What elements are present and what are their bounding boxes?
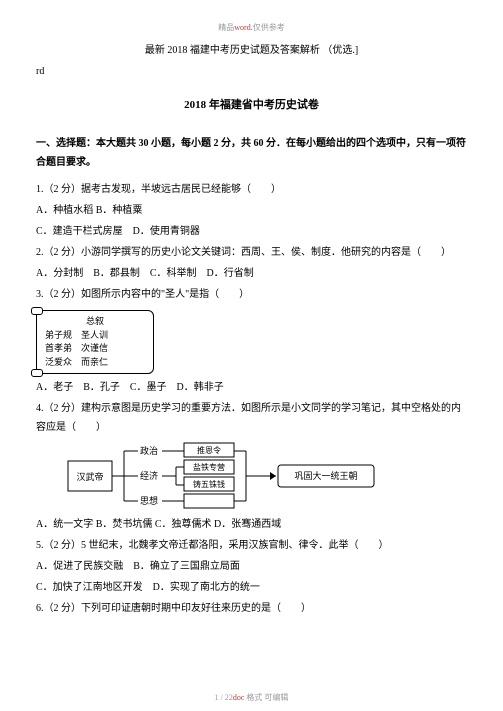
scroll-line-3: 首孝弟 次谨信 <box>45 342 145 356</box>
section-heading: 一、选择题：本大题共 30 小题，每小题 2 分，共 60 分．在每小题给出的四… <box>36 134 467 172</box>
flow-mid-mid: 经济 <box>140 470 158 481</box>
scroll-line-1: 总叙 <box>45 315 145 329</box>
q4-choices: A．统一文字 B．焚书坑儒 C．独尊儒术 D．张骞通西域 <box>36 515 467 534</box>
footer-page-number: 1 / 22 <box>215 693 233 702</box>
footer-suffix: 格式 可编辑 <box>244 693 288 702</box>
flow-big-right: 巩固大一统王朝 <box>294 470 357 481</box>
q6-stem: 6.（2 分）下列可印证唐朝时期中印友好往来历史的是（ ） <box>36 599 467 618</box>
page-footer: 1 / 22doc 格式 可编辑 <box>0 690 503 705</box>
flow-mid-top: 政治 <box>140 445 158 456</box>
scroll-handle-icon <box>31 307 43 315</box>
watermark-suffix: 仅供参考 <box>253 23 285 32</box>
q3-stem: 3.（2 分）如图所示内容中的"圣人"是指（ ） <box>36 285 467 304</box>
rd-text: rd <box>36 62 467 81</box>
watermark-top: 精品word.仅供参考 <box>36 20 467 35</box>
main-title: 2018 年福建省中考历史试卷 <box>36 95 467 116</box>
doc-title-line: 最新 2018 福建中考历史试题及答案解析 （优选.] <box>36 41 467 60</box>
scroll-line-4: 泛爱众 而亲仁 <box>45 356 145 370</box>
q1-stem: 1.（2 分）据考古发现，半坡远古居民已经能够（ ） <box>36 180 467 199</box>
q5-choices-b: C．加快了江南地区开发 D．实现了南北方的统一 <box>36 578 467 597</box>
q4-flow-figure: 汉武帝 政治 经济 思想 推恩令 盐铁专营 铸五铢钱 <box>66 441 467 511</box>
watermark-prefix: 精品 <box>218 23 234 32</box>
flow-right-2: 盐铁专营 <box>193 462 225 472</box>
q5-stem: 5.（2 分）5 世纪末，北魏孝文帝迁都洛阳，采用汉族官制、律令．此举（ ） <box>36 536 467 555</box>
flow-right-3: 铸五铢钱 <box>193 479 225 489</box>
q4-stem: 4.（2 分）建构示意图是历史学习的重要方法．如图所示是小文同学的学习笔记，其中… <box>36 399 467 437</box>
page-root: 精品word.仅供参考 最新 2018 福建中考历史试题及答案解析 （优选.] … <box>0 0 503 711</box>
scroll-body: 总叙 弟子规 圣人训 首孝弟 次谨信 泛爱众 而亲仁 <box>36 310 154 374</box>
flow-right-1: 推恩令 <box>197 445 221 455</box>
q1-choices-a: A．种植水稻 B．种植粟 <box>36 201 467 220</box>
q5-choices-a: A．促进了民族交融 B．确立了三国鼎立局面 <box>36 557 467 576</box>
footer-doc-red: doc <box>233 693 245 702</box>
scroll-line-2: 弟子规 圣人训 <box>45 329 145 343</box>
watermark-brand: word. <box>234 23 252 32</box>
q3-choices: A．老子 B．孔子 C．墨子 D．韩非子 <box>36 378 467 397</box>
scroll-handle-icon <box>31 369 43 377</box>
q1-choices-b: C．建造干栏式房屋 D．使用青铜器 <box>36 222 467 241</box>
q2-stem: 2.（2 分）小游同学撰写的历史小论文关键词：西周、王、侯、制度．他研究的内容是… <box>36 243 467 262</box>
q2-choices: A．分封制 B．郡县制 C．科举制 D．行省制 <box>36 264 467 283</box>
flowchart-svg: 汉武帝 政治 经济 思想 推恩令 盐铁专营 铸五铢钱 <box>66 441 386 511</box>
q3-scroll-figure: 总叙 弟子规 圣人训 首孝弟 次谨信 泛爱众 而亲仁 <box>36 310 154 374</box>
flow-mid-bot: 思想 <box>140 495 158 506</box>
flow-left-label: 汉武帝 <box>76 471 103 482</box>
